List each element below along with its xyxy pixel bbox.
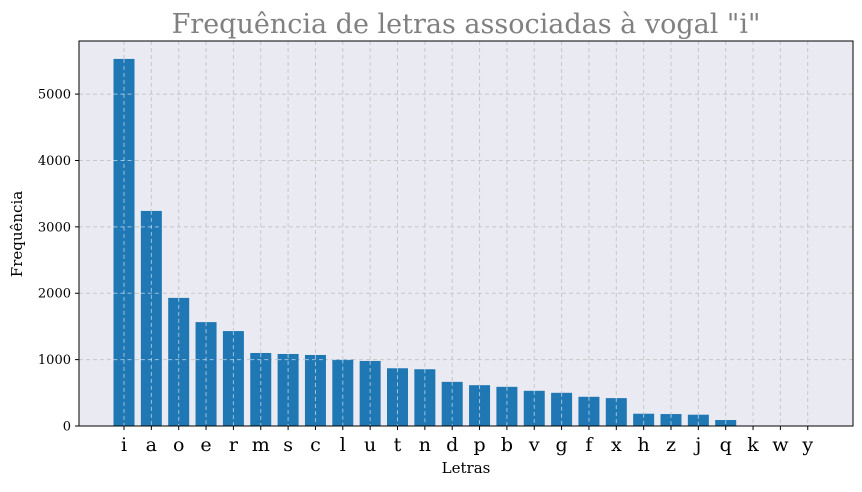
x-tick-label: d (446, 434, 458, 456)
bar-z (660, 414, 682, 426)
bar-x (605, 398, 627, 426)
bar-r (222, 331, 244, 426)
x-tick-label: g (556, 434, 568, 456)
x-tick-label: s (283, 434, 293, 456)
x-tick-label: w (772, 434, 789, 456)
x-tick-label: m (252, 434, 270, 456)
x-tick-label: p (473, 434, 485, 456)
bar-j (687, 414, 709, 426)
bar-u (359, 360, 381, 426)
grid (79, 41, 853, 427)
x-tick-label: x (611, 434, 622, 456)
x-tick-label: e (200, 434, 211, 456)
x-axis-label: Letras (442, 459, 491, 477)
y-axis-label: Frequência (8, 191, 26, 277)
x-tick-label: y (801, 434, 813, 456)
x-tick-label: i (121, 434, 127, 456)
plot-frame (78, 40, 854, 427)
x-tick-label: h (638, 434, 650, 456)
grid-over-bars (113, 58, 727, 426)
bar-l (332, 359, 354, 426)
x-tick-label: z (666, 434, 676, 456)
plot-area (79, 41, 853, 426)
x-tick-label: c (310, 434, 321, 456)
x-tick-label: l (340, 434, 346, 456)
x-tick-label: v (528, 434, 540, 456)
x-tick-label: j (693, 434, 701, 456)
y-tick-label: 2000 (38, 287, 71, 302)
y-tick-label: 3000 (38, 220, 71, 235)
x-tick-label: u (364, 434, 376, 456)
bar-p (469, 385, 491, 426)
x-tick-label: q (720, 434, 732, 456)
bars (113, 58, 737, 426)
bar-h (633, 413, 655, 426)
x-tick-label: n (419, 434, 431, 456)
chart-title: Frequência de letras associadas à vogal … (172, 9, 761, 40)
x-tick-label: a (146, 434, 157, 456)
bar-b (496, 386, 518, 426)
x-tick-label: r (229, 434, 239, 456)
x-tick-label: o (173, 434, 184, 456)
y-tick-label: 1000 (38, 353, 71, 368)
y-tick-label: 0 (63, 420, 71, 435)
y-tick-label: 4000 (38, 154, 71, 169)
x-tick-label: f (585, 434, 594, 456)
x-tick-label: b (501, 434, 513, 456)
x-tick-label: k (747, 434, 759, 456)
y-tick-label: 5000 (38, 88, 71, 103)
x-tick-label: t (394, 434, 402, 456)
y-axis: 0 1000 2000 3000 4000 5000 (38, 88, 79, 435)
